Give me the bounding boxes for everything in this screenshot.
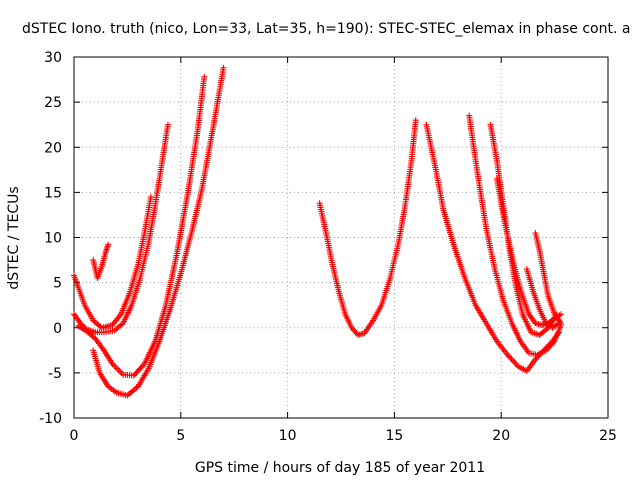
y-tick-label: 5 (53, 276, 62, 292)
x-tick-label: 20 (492, 428, 510, 444)
x-tick-label: 10 (279, 428, 297, 444)
data-point (118, 321, 125, 328)
data-point (558, 311, 565, 318)
x-tick-label: 0 (70, 428, 79, 444)
grid (74, 57, 608, 418)
data-series (532, 229, 565, 327)
y-tick-label: 25 (44, 95, 62, 111)
data-points (71, 64, 565, 399)
data-point (201, 73, 208, 80)
x-axis-ticks: 0 5 10 15 20 25 (70, 57, 617, 444)
y-axis-ticks: -10 -5 0 5 10 15 20 25 30 (39, 50, 608, 427)
data-point (220, 64, 227, 71)
y-tick-label: 30 (44, 50, 62, 66)
y-tick-label: 10 (44, 231, 62, 247)
data-point (555, 320, 562, 327)
data-point (90, 334, 97, 341)
data-series (90, 64, 227, 399)
data-series (423, 121, 562, 375)
data-series (316, 117, 419, 338)
x-tick-label: 5 (176, 428, 185, 444)
data-series (523, 266, 562, 331)
y-tick-label: 0 (53, 321, 62, 337)
y-tick-label: 20 (44, 140, 62, 156)
data-series (71, 193, 154, 331)
y-axis-label: dSTEC / TECUs (6, 186, 22, 289)
data-point (412, 117, 419, 124)
data-point (351, 327, 358, 334)
data-point (164, 121, 171, 128)
x-tick-label: 15 (385, 428, 403, 444)
data-series (90, 241, 112, 282)
data-point (147, 193, 154, 200)
data-point (349, 326, 356, 333)
data-point (105, 241, 112, 248)
x-tick-label: 25 (599, 428, 617, 444)
data-series (71, 121, 171, 336)
data-series (75, 73, 208, 379)
x-axis-label: GPS time / hours of day 185 of year 2011 (195, 460, 485, 476)
y-tick-label: -5 (48, 366, 62, 382)
y-tick-label: -10 (39, 411, 62, 427)
data-point (348, 324, 355, 331)
chart-title: dSTEC Iono. truth (nico, Lon=33, Lat=35,… (22, 21, 630, 37)
data-point (352, 329, 359, 336)
y-tick-label: 15 (44, 185, 62, 201)
